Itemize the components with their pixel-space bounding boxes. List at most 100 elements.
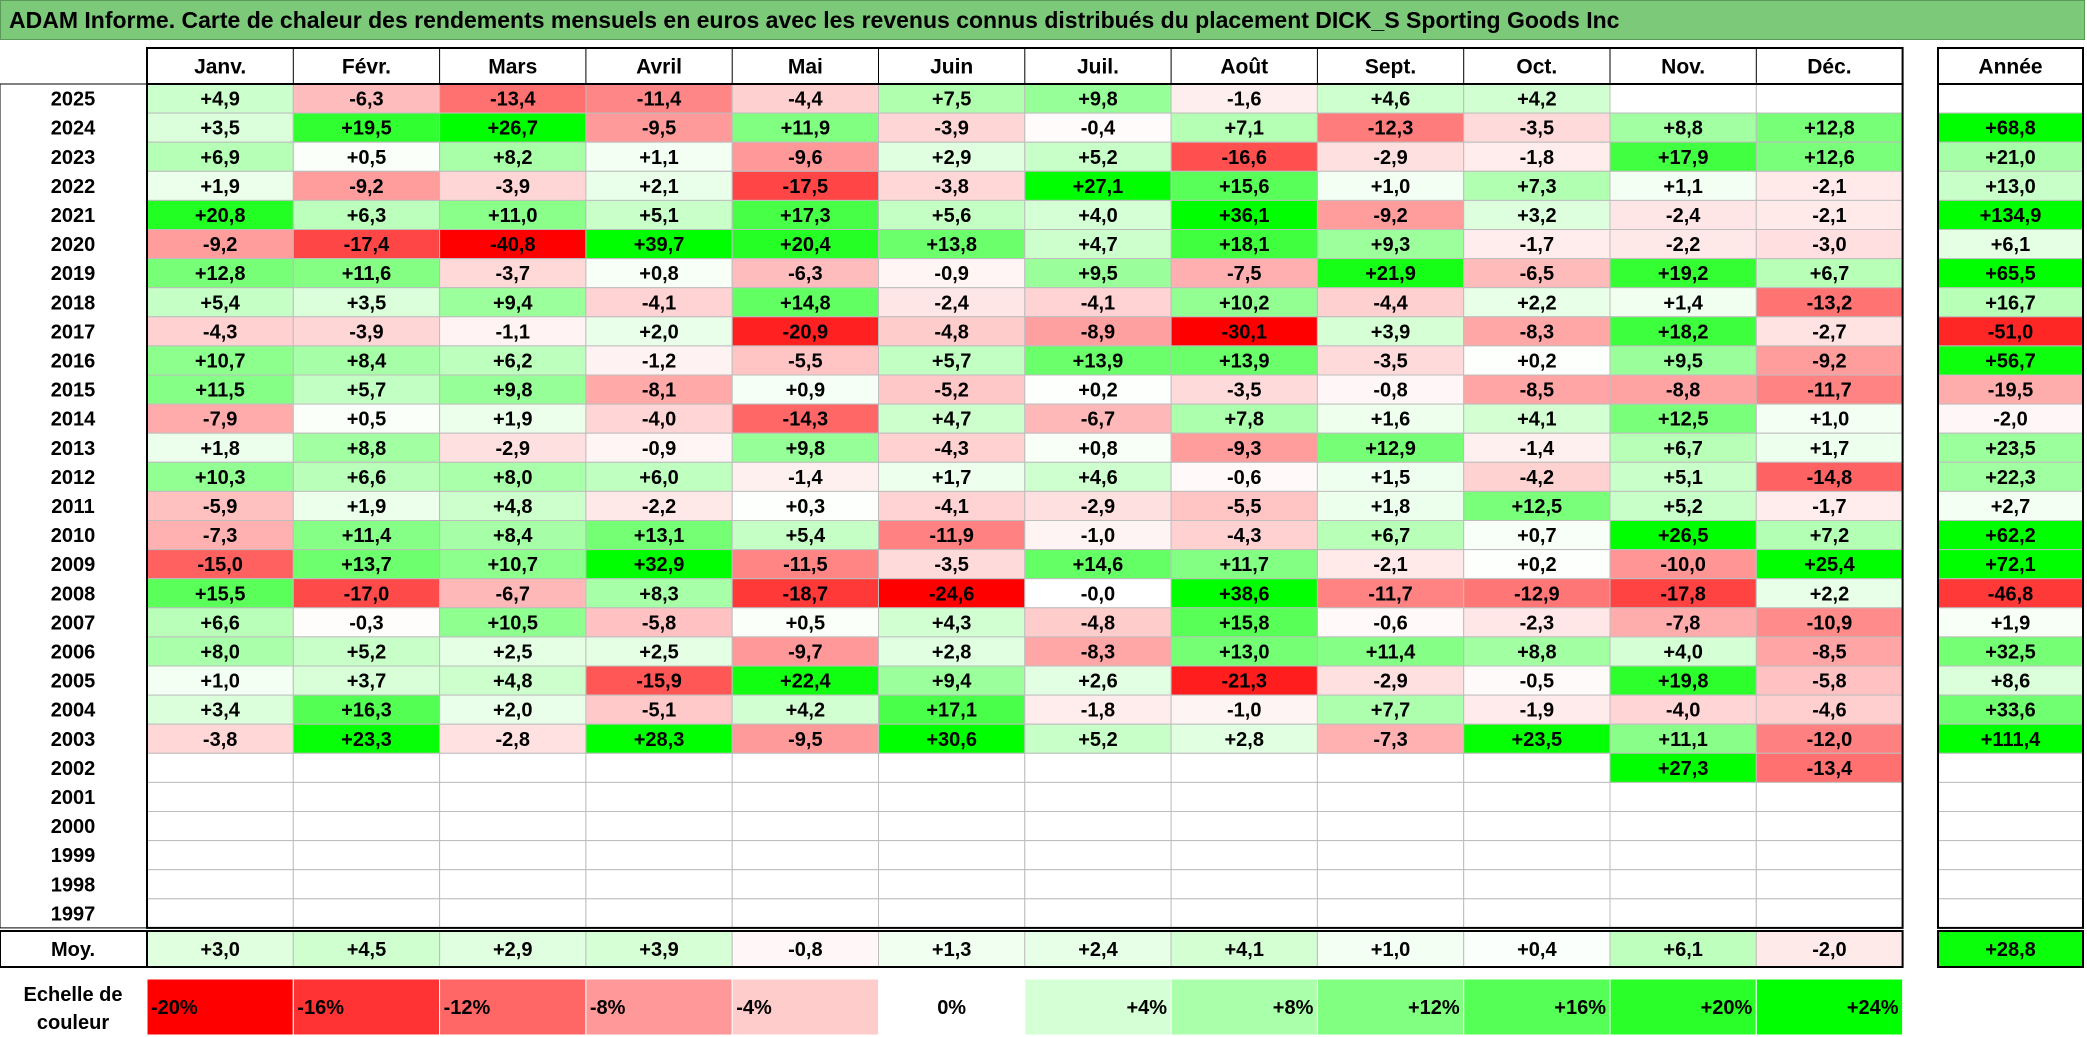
cell-value: -12,0 xyxy=(1807,729,1853,751)
cell-value: -7,3 xyxy=(1373,729,1407,751)
heatmap-cell xyxy=(1755,665,1904,696)
cell-value: +1,9 xyxy=(200,176,239,198)
heatmap-cell xyxy=(1170,141,1318,172)
legend-tick: -20% xyxy=(151,997,198,1019)
heatmap-cell xyxy=(439,665,587,696)
cell-value: -2,7 xyxy=(1812,321,1846,343)
heatmap-cell xyxy=(1463,112,1611,143)
heatmap-cell xyxy=(1024,490,1172,521)
year-label: 2013 xyxy=(51,438,96,460)
cell-value: +6,9 xyxy=(200,147,239,169)
annual-cell xyxy=(1937,811,2084,842)
cell-value: +0,2 xyxy=(1517,350,1556,372)
cell-value: +4,1 xyxy=(1517,409,1556,431)
heatmap-cell xyxy=(1316,287,1465,318)
heatmap-cell xyxy=(1024,403,1172,434)
heatmap-cell xyxy=(1170,258,1318,289)
annual-cell xyxy=(1937,694,2084,725)
avg-value: +2,9 xyxy=(493,939,532,961)
cell-value: +11,0 xyxy=(488,205,538,227)
heatmap-cell xyxy=(1024,83,1172,114)
cell-value: +16,3 xyxy=(341,700,392,722)
cell-value: +1,9 xyxy=(347,496,386,518)
heatmap-cell xyxy=(292,258,441,289)
heatmap-cell xyxy=(1024,549,1172,580)
heatmap-cell xyxy=(146,345,294,376)
heatmap-cell xyxy=(1755,345,1904,376)
cell-value: -0,6 xyxy=(1373,612,1407,634)
cell-value: -3,0 xyxy=(1812,234,1846,256)
cell-value: +8,8 xyxy=(1517,641,1556,663)
cell-value: +13,8 xyxy=(926,234,977,256)
heatmap-cell xyxy=(1024,229,1172,260)
year-label: 2002 xyxy=(51,758,96,780)
legend-swatch xyxy=(878,978,1026,1036)
avg-cell xyxy=(1463,930,1611,968)
heatmap-cell xyxy=(1755,781,1904,813)
cell-value: -5,1 xyxy=(642,700,676,722)
legend-swatch xyxy=(1755,978,1904,1036)
cell-value: -5,5 xyxy=(1227,496,1261,518)
heatmap-cell xyxy=(731,141,880,172)
cell-value: -12,9 xyxy=(1514,583,1560,605)
heatmap-cell xyxy=(731,374,880,405)
heatmap-cell xyxy=(1316,461,1465,492)
legend-tick: +12% xyxy=(1408,997,1460,1019)
cell-value: -24,6 xyxy=(929,583,975,605)
heatmap-cell xyxy=(878,869,1026,900)
cell-value: +6,7 xyxy=(1663,438,1702,460)
heatmap-cell xyxy=(585,752,733,783)
cell-value: +8,0 xyxy=(493,467,532,489)
heatmap-cell xyxy=(585,199,733,230)
cell-value: +11,4 xyxy=(1366,641,1416,663)
cell-value: +8,8 xyxy=(347,438,386,460)
cell-value: -1,1 xyxy=(496,321,530,343)
cell-value: +5,2 xyxy=(1078,147,1117,169)
cell-value: -14,3 xyxy=(783,409,829,431)
cell-value: -8,5 xyxy=(1812,641,1846,663)
cell-value: +12,8 xyxy=(195,263,246,285)
cell-value: +1,0 xyxy=(1810,409,1849,431)
legend-tick: -8% xyxy=(590,997,626,1019)
cell-value: +28,3 xyxy=(634,729,685,751)
month-header: Janv. xyxy=(194,56,246,79)
heatmap-cell xyxy=(1316,898,1465,929)
cell-value: +11,9 xyxy=(781,118,831,140)
cell-value: +5,2 xyxy=(1078,729,1117,751)
annual-cell xyxy=(1937,607,2084,638)
cell-value: +4,0 xyxy=(1078,205,1117,227)
cell-value: -9,7 xyxy=(788,641,822,663)
cell-value: -3,7 xyxy=(496,263,530,285)
cell-value: +5,6 xyxy=(932,205,971,227)
cell-value: -4,2 xyxy=(1520,467,1554,489)
cell-value: -6,3 xyxy=(349,89,383,111)
heatmap-cell xyxy=(1609,345,1757,376)
cell-value: +27,3 xyxy=(1658,758,1709,780)
cell-value: +0,9 xyxy=(786,380,825,402)
cell-value: -15,9 xyxy=(636,671,682,693)
heatmap-cell xyxy=(1755,374,1904,405)
heatmap-cell xyxy=(292,461,441,492)
cell-value: +11,7 xyxy=(1219,554,1269,576)
heatmap-cell xyxy=(1316,316,1465,347)
annual-cell xyxy=(1937,170,2084,201)
cell-value: +4,6 xyxy=(1371,89,1410,111)
cell-value: +4,7 xyxy=(932,409,971,431)
cell-value: -5,2 xyxy=(934,380,968,402)
cell-value: -2,9 xyxy=(496,438,530,460)
cell-value: +18,1 xyxy=(1219,234,1270,256)
cell-value: +6,7 xyxy=(1371,525,1410,547)
cell-value: +23,3 xyxy=(341,729,392,751)
legend-swatch xyxy=(439,978,587,1036)
cell-value: +0,3 xyxy=(786,496,825,518)
heatmap-cell xyxy=(292,141,441,172)
heatmap-cell xyxy=(1170,403,1318,434)
cell-value: +12,9 xyxy=(1365,438,1416,460)
cell-value: -7,5 xyxy=(1227,263,1261,285)
cell-value: +6,6 xyxy=(347,467,386,489)
avg-border xyxy=(146,930,1904,968)
cell-value: -4,1 xyxy=(934,496,968,518)
annual-value: +56,7 xyxy=(1985,350,2036,372)
cell-value: +2,2 xyxy=(1517,292,1556,314)
